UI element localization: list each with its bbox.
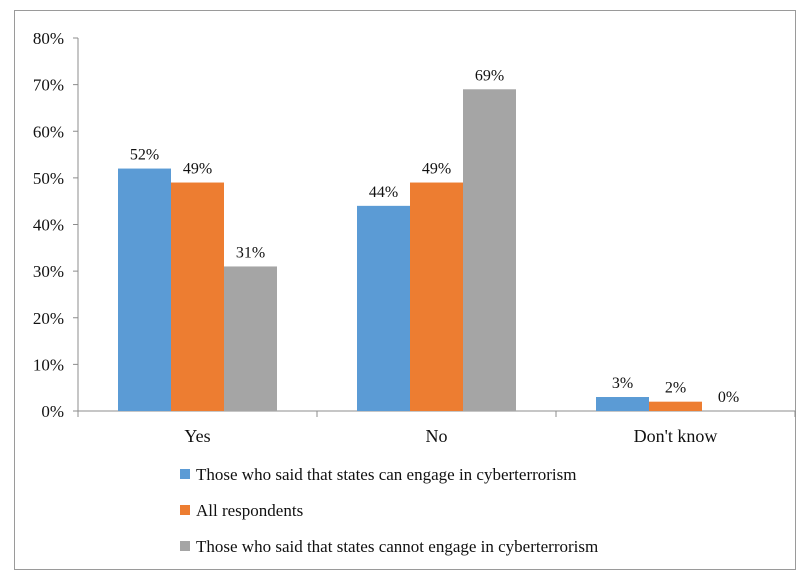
data-label: 49%: [422, 161, 451, 178]
legend-swatch: [180, 505, 190, 515]
y-tick-label: 80%: [33, 29, 64, 48]
category-label: Yes: [184, 426, 210, 446]
bar: [463, 89, 516, 411]
legend-label: Those who said that states cannot engage…: [196, 537, 598, 556]
bar: [596, 397, 649, 411]
bar: [171, 182, 224, 411]
y-tick-label: 10%: [33, 355, 64, 374]
y-tick-label: 30%: [33, 262, 64, 281]
y-tick-label: 0%: [41, 402, 64, 421]
category-label: Don't know: [634, 426, 718, 446]
legend-label: Those who said that states can engage in…: [196, 465, 576, 484]
data-label: 2%: [665, 380, 686, 397]
y-tick-label: 40%: [33, 216, 64, 235]
bar: [649, 401, 702, 411]
bar: [224, 266, 277, 411]
data-label: 3%: [612, 375, 633, 392]
legend-swatch: [180, 541, 190, 551]
data-label: 44%: [369, 184, 398, 201]
category-label: No: [426, 426, 448, 446]
y-tick-label: 60%: [33, 122, 64, 141]
bar: [410, 182, 463, 411]
y-tick-label: 50%: [33, 169, 64, 188]
legend-swatch: [180, 469, 190, 479]
legend-label: All respondents: [196, 501, 303, 520]
data-label: 69%: [475, 67, 504, 84]
data-label: 0%: [718, 389, 739, 406]
y-tick-label: 70%: [33, 76, 64, 95]
bar: [357, 205, 410, 411]
bar: [118, 168, 171, 411]
data-label: 49%: [183, 161, 212, 178]
y-tick-label: 20%: [33, 309, 64, 328]
data-label: 52%: [130, 147, 159, 164]
data-label: 31%: [236, 244, 265, 261]
